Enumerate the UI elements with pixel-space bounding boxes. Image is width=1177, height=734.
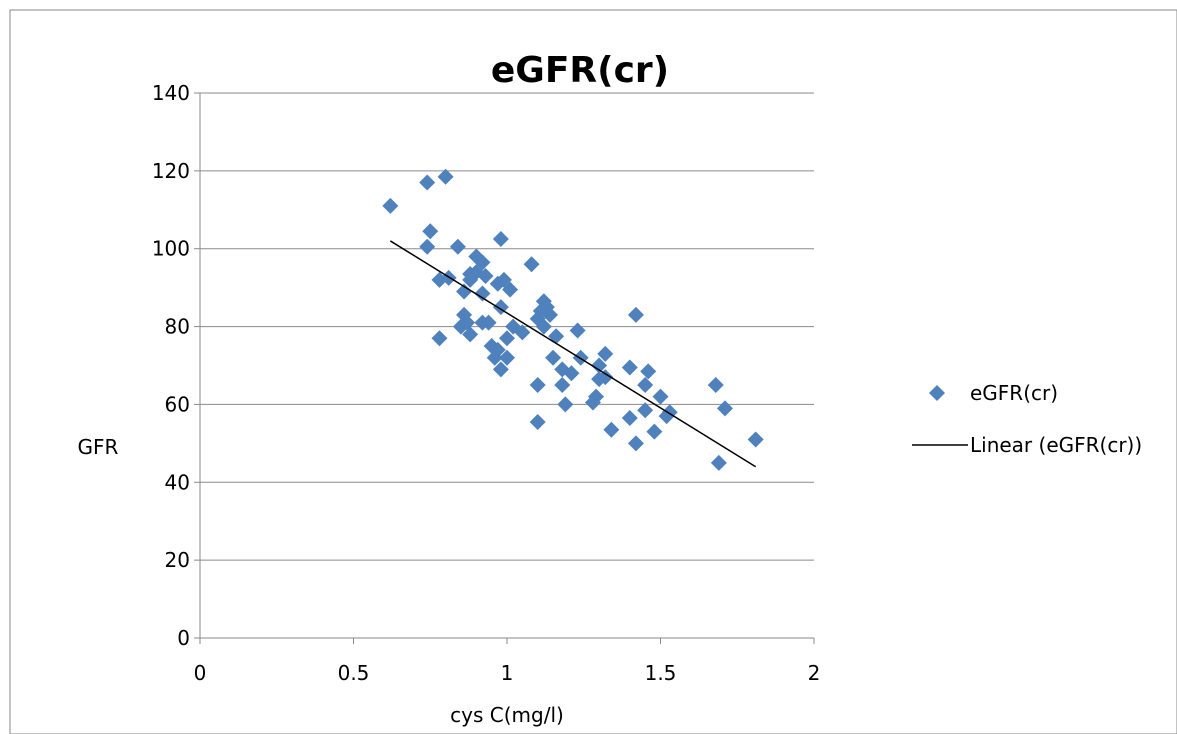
data-point [640,363,657,380]
x-tick-label: 2 [808,661,821,685]
data-point [597,345,614,362]
data-point [557,396,574,413]
data-point [621,359,638,376]
data-point [747,431,764,448]
data-point [523,256,540,273]
data-point [462,326,479,343]
data-point [514,324,531,341]
legend-trendline-label: Linear (eGFR(cr)) [970,433,1142,457]
data-point [499,330,515,347]
data-point [563,365,580,382]
data-point [477,267,494,284]
x-ticks-layer: 0 0.5 1 1.5 2 [194,638,821,685]
y-axis-label: GFR [78,435,119,459]
data-point [456,283,473,300]
data-point [419,238,436,255]
data-point [474,285,491,302]
data-point [431,330,448,347]
legend: eGFR(cr) Linear (eGFR(cr)) [912,381,1142,457]
x-tick-label: 0.5 [338,661,370,685]
x-axis-label: cys C(mg/l) [450,703,564,727]
legend-item-series: eGFR(cr) [929,381,1058,405]
data-point [716,400,733,417]
trendline [389,240,757,468]
data-point [492,361,509,378]
data-point [492,230,509,247]
data-point [603,421,620,438]
data-point [621,410,638,427]
data-point [588,388,605,405]
data-point [419,174,436,191]
data-point [707,376,724,393]
data-point [529,413,546,430]
y-tick-label: 100 [152,237,190,261]
data-point [382,197,399,214]
data-point [710,454,727,471]
y-tick-label: 40 [165,470,190,494]
data-point [449,238,466,255]
data-point [652,388,669,405]
data-point [480,314,497,331]
legend-series-label: eGFR(cr) [970,381,1058,405]
data-point [569,322,586,339]
y-tick-label: 0 [177,626,190,650]
x-tick-label: 1.5 [645,661,677,685]
data-point [627,435,644,452]
chart-title: eGFR(cr) [491,50,669,91]
y-tick-label: 120 [152,159,190,183]
data-point [597,369,614,386]
chart-border [9,9,1177,734]
y-tick-label: 60 [165,392,190,416]
legend-item-trendline: Linear (eGFR(cr)) [912,433,1142,457]
data-point [502,281,519,298]
trend-layer [389,240,757,468]
x-tick-label: 1 [501,661,514,685]
data-point [489,341,506,358]
data-point [554,376,571,393]
data-point [637,376,654,393]
y-ticks-layer: 0 20 40 60 80 100 120 140 [152,81,200,650]
data-point [459,314,476,331]
y-tick-label: 140 [152,81,190,105]
data-point [591,357,608,374]
data-point [499,349,515,366]
x-tick-label: 0 [194,661,207,685]
data-point [437,168,454,185]
data-point [541,306,558,323]
data-point [627,306,644,323]
data-point [637,402,654,419]
data-point [646,423,663,440]
data-point [535,318,552,335]
grid-layer [200,92,814,561]
data-point [422,223,439,240]
data-point [545,349,562,366]
y-tick-label: 20 [165,548,190,572]
y-tick-label: 80 [165,315,190,339]
legend-diamond-marker [929,385,945,401]
data-point [529,376,546,393]
